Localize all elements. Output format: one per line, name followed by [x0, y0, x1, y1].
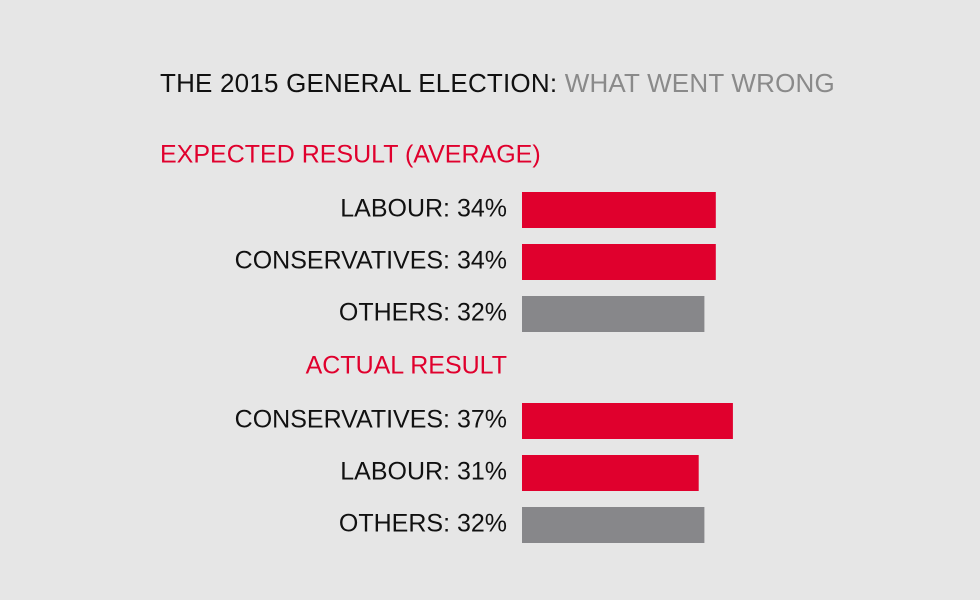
bar-label: OTHERS: 32%	[339, 299, 507, 327]
bar-label: LABOUR: 34%	[340, 195, 507, 223]
bar-label: OTHERS: 32%	[339, 510, 507, 538]
chart-title-sub: WHAT WENT WRONG	[564, 68, 835, 98]
bar-others	[522, 296, 705, 332]
bar-labour	[522, 192, 716, 228]
bar-labour	[522, 455, 699, 491]
bar-label: CONSERVATIVES: 34%	[235, 247, 507, 275]
bar-label: LABOUR: 31%	[340, 458, 507, 486]
section-heading: EXPECTED RESULT (AVERAGE)	[160, 141, 541, 169]
bar-others	[522, 507, 705, 543]
bar-conservatives	[522, 403, 733, 439]
bar-label: CONSERVATIVES: 37%	[235, 406, 507, 434]
section-heading: ACTUAL RESULT	[306, 352, 507, 380]
chart-title-main: THE 2015 GENERAL ELECTION:	[160, 68, 558, 98]
chart-title: THE 2015 GENERAL ELECTION: WHAT WENT WRO…	[160, 66, 835, 100]
bar-conservatives	[522, 244, 716, 280]
